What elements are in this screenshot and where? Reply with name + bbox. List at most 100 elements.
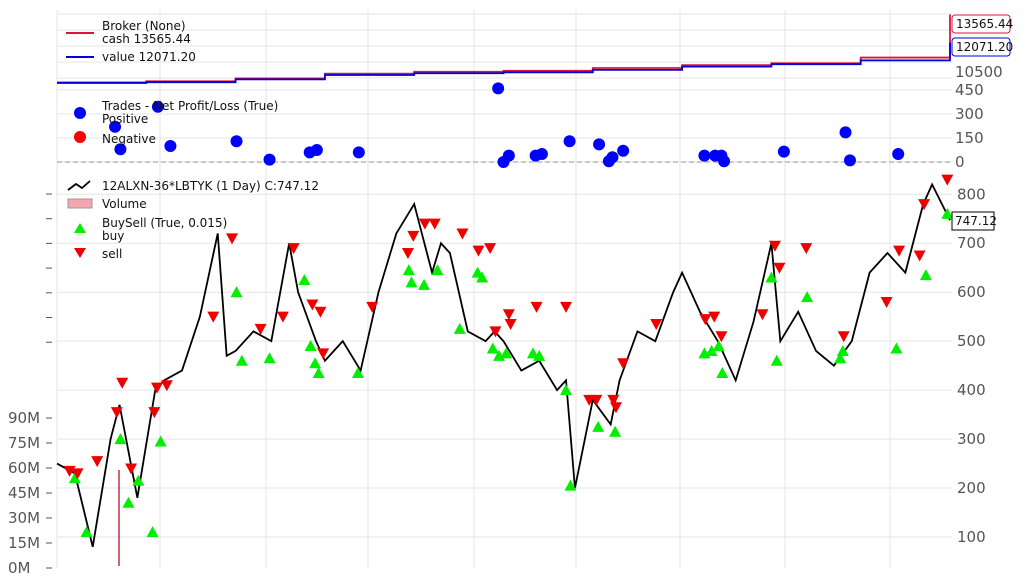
buy-marker [146,526,159,538]
buy-marker [486,342,499,354]
sell-marker [428,218,441,230]
buy-marker [500,347,513,359]
value-last-tag: 12071.20 [951,37,1013,57]
trade-point [352,146,365,159]
sell-marker [913,250,926,262]
cash-last-box [951,14,1011,34]
price-ytick-label: 300 [957,430,986,448]
buy-marker [418,278,431,290]
legend-volume-marker [67,198,93,209]
sell-marker [366,301,379,313]
sell-marker [800,243,813,255]
sell-marker [472,245,485,257]
broker-panel: Broker (None) cash 13565.44 value 12071.… [57,14,1013,85]
buy-marker [263,352,276,364]
price-last-label: 747.12 [955,214,997,228]
price-last-box [951,211,995,231]
buy-marker [836,344,849,356]
buy-marker [431,264,444,276]
buy-marker [309,357,322,369]
grid-lines [56,10,952,568]
price-ytick-label: 500 [957,332,986,350]
price-ytick-label: 800 [957,185,986,203]
sell-marker [530,301,543,313]
buy-marker [716,366,729,378]
trade-point [492,82,505,95]
buy-marker [941,207,954,219]
trade-point [151,100,164,113]
sell-marker [125,463,138,475]
buy-marker [834,352,847,364]
cash-last-label: 13565.44 [956,17,1013,31]
trade-points [109,82,905,168]
legend-sell-marker [74,248,86,258]
buy-marker [114,433,127,445]
sell-marker [116,377,129,389]
buy-marker [533,349,546,361]
trade-point [777,145,790,158]
sell-marker [607,394,620,406]
sell-marker [708,311,721,323]
sell-marker [418,218,431,230]
value-last-box [951,37,1011,57]
volume-ytick-label: 75M [8,434,40,452]
trade-point [892,148,905,160]
sell-marker [207,311,220,323]
buy-marker [122,496,135,508]
price-ytick-label: 600 [957,283,986,301]
series-line-value [57,42,951,84]
trade-point [502,149,515,162]
volume-ytick-label: 0M [8,559,31,577]
sell-marker [456,228,469,240]
price-ytick-label: 400 [957,381,986,399]
buy-marker [132,474,145,486]
sell-marker [504,319,517,331]
legend-price-line [67,180,91,191]
trade-point [718,155,731,168]
price-ytick-label: 200 [957,479,986,497]
buy-marker [402,264,415,276]
legend-negative-label: Negative [102,132,156,146]
sell-marker [151,382,164,394]
trade-point [109,120,122,133]
sell-marker [837,331,850,343]
volume-yticks: 0M 15M 30M 45M 60M 75M 90M [8,409,52,577]
sell-marker [941,174,954,186]
legend-sell-label: sell [102,247,122,261]
sell-marker [880,296,893,308]
sell-marker [893,245,906,257]
buy-marker [801,291,814,303]
sell-marker [768,240,781,252]
price-legend: 12ALXN-36*LBTYK (1 Day) C:747.12 Volume … [67,179,319,261]
sell-marker [407,230,420,242]
legend-trades-title: Trades - Net Profit/Loss (True) [101,99,278,113]
buy-markers [68,207,954,538]
buy-marker [304,340,317,352]
broker-ytick: 10500 [955,63,1003,81]
buy-marker [609,425,622,437]
sell-marker [306,299,319,311]
trades-ytick-label: 300 [955,105,984,123]
sell-marker [401,248,414,260]
sell-marker [71,468,84,480]
price-yticks: 100 200 300 400 500 600 700 800 [957,185,986,546]
buy-marker [351,366,364,378]
broker-lines [57,14,951,85]
volume-ytick-label: 15M [8,534,40,552]
trades-ytick-label: 450 [955,81,984,99]
price-ytick-label: 700 [957,234,986,252]
sell-marker [226,233,239,245]
legend-broker-label: Broker (None) [102,19,186,33]
sell-marker [918,199,931,211]
trade-point [230,135,243,148]
sell-marker [148,407,161,419]
buy-marker [68,472,81,484]
trade-point [698,149,711,162]
price-line [56,182,951,548]
sell-marker [773,262,786,274]
sell-marker [610,402,623,414]
buy-marker [712,340,725,352]
trade-point [617,144,630,157]
legend-cash-label: cash 13565.44 [102,32,191,46]
